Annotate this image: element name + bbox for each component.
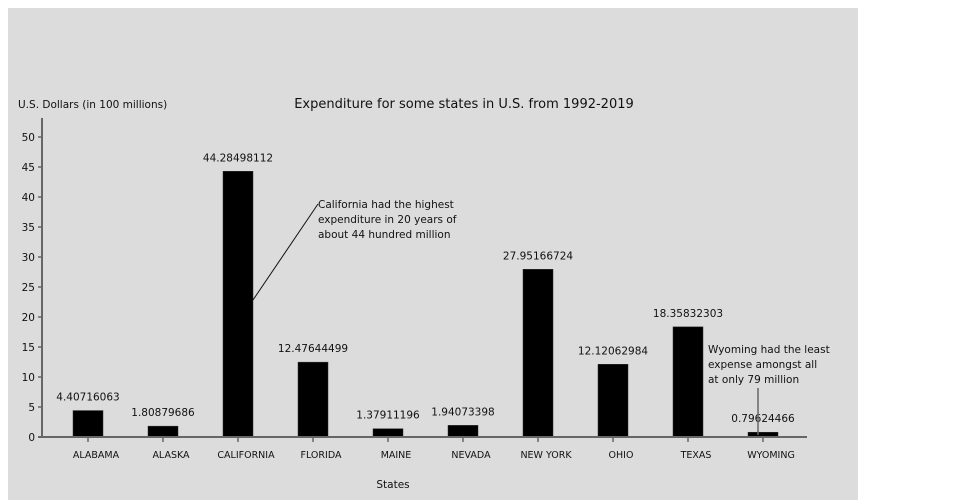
y-tick-label: 50 <box>22 132 35 144</box>
bars: 4.40716063 1.80879686 44.28498112 12.476444… <box>56 152 795 438</box>
data-label: 44.28498112 <box>203 152 273 164</box>
data-label: 1.80879686 <box>131 407 195 419</box>
y-tick-label: 40 <box>22 192 35 204</box>
x-tick-label: MAINE <box>381 450 412 461</box>
y-axis-title: U.S. Dollars (in 100 millions) <box>18 99 167 111</box>
california-note: about 44 hundred million <box>318 229 451 241</box>
data-label: 1.94073398 <box>431 406 494 418</box>
x-axis-title: States <box>376 479 409 491</box>
y-tick-label: 15 <box>22 342 35 354</box>
y-tick-label: 5 <box>28 402 35 414</box>
x-tick-label: ALABAMA <box>73 450 120 461</box>
x-tick-label: TEXAS <box>680 450 712 461</box>
y-tick-label: 10 <box>22 372 35 384</box>
bar-alaska <box>147 425 179 438</box>
data-label: 0.79624466 <box>731 413 795 425</box>
bar-new-york <box>522 269 554 438</box>
x-tick-label: CALIFORNIA <box>217 450 275 461</box>
x-tick-label: OHIO <box>609 450 634 461</box>
data-label: 12.12062984 <box>578 345 648 357</box>
data-label: 18.35832303 <box>653 308 723 320</box>
california-note: California had the highest <box>318 199 454 211</box>
wyoming-note: Wyoming had the least <box>708 344 830 356</box>
data-label: 1.37911196 <box>356 410 420 422</box>
y-tick-label: 20 <box>22 312 35 324</box>
x-tick-label: NEW YORK <box>520 450 572 461</box>
bar-ohio <box>597 364 629 438</box>
california-note: expenditure in 20 years of <box>318 214 457 226</box>
data-label: 12.47644499 <box>278 343 348 355</box>
x-tick-label: WYOMING <box>747 450 795 461</box>
bar-florida <box>297 361 329 438</box>
california-callout-line <box>252 203 319 301</box>
x-tick-label: FLORIDA <box>301 450 342 461</box>
bar-maine <box>372 428 404 438</box>
chart-title: Expenditure for some states in U.S. from… <box>294 97 634 112</box>
wyoming-note: at only 79 million <box>708 374 799 386</box>
bar-texas <box>672 326 704 438</box>
bar-nevada <box>447 425 479 438</box>
wyoming-note: expense amongst all <box>708 359 817 371</box>
bar-alabama <box>72 410 104 438</box>
chart-panel <box>8 8 858 500</box>
y-tick-label: 30 <box>22 252 35 264</box>
data-label: 27.95166724 <box>503 250 573 262</box>
x-tick-label: ALASKA <box>152 450 190 461</box>
y-tick-label: 45 <box>22 162 35 174</box>
y-tick-label: 35 <box>22 222 35 234</box>
y-tick-label: 25 <box>22 282 35 294</box>
x-tick-label: NEVADA <box>451 450 491 461</box>
bar-california <box>222 171 254 438</box>
y-axis: 0 5 10 15 20 25 30 35 40 45 50 <box>22 118 43 444</box>
x-axis: ALABAMA ALASKA CALIFORNIA FLORIDA MAINE NEVAD… <box>38 436 807 461</box>
annotations: California had the highest expenditure in… <box>252 199 830 435</box>
data-label: 4.40716063 <box>56 392 119 404</box>
y-tick-label: 0 <box>28 432 35 444</box>
